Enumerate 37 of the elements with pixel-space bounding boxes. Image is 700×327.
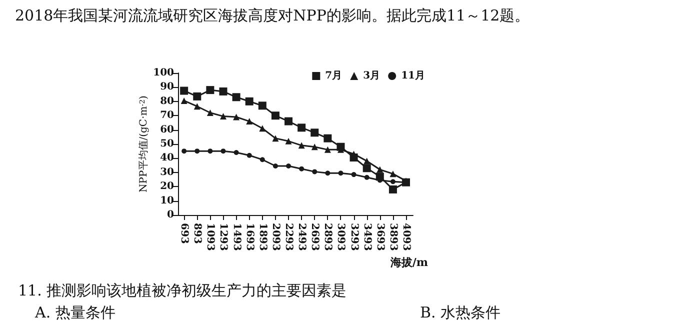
y-tick-label: 10 [160, 195, 174, 206]
text: A. 热量条件 [34, 304, 116, 322]
x-tick-label: 893 [192, 223, 203, 244]
y-tick-label: 80 [160, 96, 174, 107]
text: 11. 推测影响该地植被净初级生产力的主要因素是 [18, 282, 347, 300]
x-tick-label: 2693 [309, 223, 320, 251]
y-tick-label: 50 [160, 138, 174, 150]
x-tick-label: 3093 [335, 223, 346, 251]
y-tick-label: 30 [160, 166, 174, 178]
x-tick-label: 3293 [348, 223, 360, 251]
x-tick-label: 693 [178, 223, 190, 244]
legend-label: 3月 [363, 70, 380, 82]
x-tick-label: 4093 [400, 223, 412, 251]
x-tick-label: 1093 [204, 223, 216, 251]
x-tick-label: 1293 [218, 223, 229, 251]
y-tick-label: 90 [160, 82, 174, 93]
text: 2018年我国某河流流域研究区海拔高度对NPP的影响。据此完成11～12题。 [15, 6, 530, 24]
x-tick-label: 2493 [296, 223, 308, 251]
x-tick-label: 2293 [283, 223, 294, 251]
x-tick-label: 3693 [374, 223, 386, 251]
y-tick-label: 0 [167, 210, 174, 220]
x-tick-label: 2093 [270, 223, 281, 251]
x-tick-label: 1893 [256, 223, 268, 251]
x-tick-label: 2893 [322, 223, 334, 251]
x-tick-label: 1493 [230, 223, 242, 251]
y-tick-label: 100 [153, 68, 174, 78]
y-tick-label: 40 [160, 152, 174, 164]
y-tick-label: 20 [160, 181, 174, 192]
x-tick-label: 1693 [244, 223, 255, 251]
y-tick-label: 70 [160, 110, 174, 122]
x-axis-title: 海拔/m [389, 256, 428, 269]
y-tick-label: 60 [160, 124, 174, 136]
x-tick-label: 3493 [361, 223, 372, 251]
text: B. 水热条件 [420, 304, 501, 322]
x-tick-label: 3893 [387, 223, 398, 251]
legend-label: 11月 [401, 70, 426, 82]
legend-label: 7月 [325, 70, 342, 82]
